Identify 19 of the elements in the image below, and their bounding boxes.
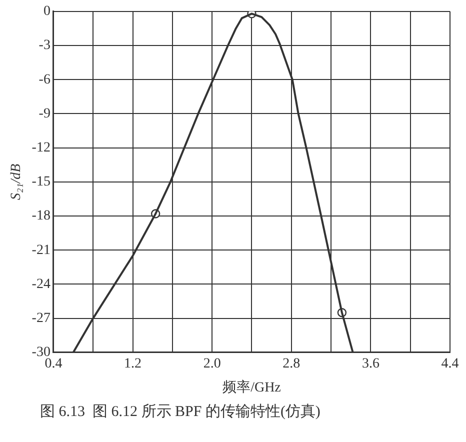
y-tick-label: -3 (38, 38, 50, 54)
y-tick-label: 0 (43, 4, 50, 20)
x-tick-label: 2.8 (282, 356, 300, 372)
x-tick-label: 4.4 (441, 356, 459, 372)
y-tick-label: -15 (32, 174, 50, 190)
caption: 图 6.13 图 6.12 所示 BPF 的传输特性(仿真) (40, 402, 322, 421)
y-tick-label: -6 (38, 72, 50, 88)
y-tick-label: -18 (32, 208, 50, 224)
y-tick-label: -27 (32, 310, 50, 326)
y-tick-label: -12 (32, 140, 50, 156)
y-tick-label: -9 (38, 106, 50, 122)
y-tick-label: -21 (32, 242, 50, 258)
y-tick-label: -24 (32, 276, 50, 292)
y-axis-title: S₂₁/dB (9, 163, 24, 200)
x-axis-title: 频率/GHz (222, 379, 281, 396)
x-tick-label: 1.2 (124, 356, 142, 372)
x-tick-label: 3.6 (362, 356, 380, 372)
x-tick-label: 0.4 (44, 356, 62, 372)
text: 2.0 (203, 356, 221, 372)
